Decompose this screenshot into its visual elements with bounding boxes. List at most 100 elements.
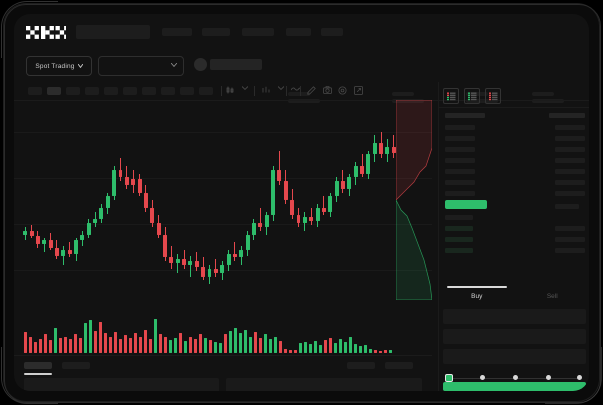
volume-bar [319,345,322,353]
candlestick-icon[interactable] [226,86,234,94]
candle-body [353,165,358,178]
place-buy-order-button[interactable] [443,382,586,391]
candle-body [328,196,333,212]
order-book-ask-row[interactable] [445,169,475,174]
action-cancel-all[interactable] [385,362,413,369]
order-book-ask-row-size[interactable] [555,136,585,141]
pencil-icon[interactable] [307,86,316,95]
volume-bar [204,337,207,353]
nav-item-assets[interactable] [321,28,343,36]
timeframe-button-4[interactable] [104,87,118,95]
timeframe-button-0[interactable] [28,87,42,95]
candle-body [86,223,91,235]
volume-bar [234,327,237,353]
order-book-ask-row[interactable] [445,147,475,152]
market-type-dropdown[interactable]: Spot Trading [26,56,92,76]
order-book-bid-row[interactable] [445,226,473,231]
depth-ask-area [396,100,432,201]
slider-step-75[interactable] [546,375,551,380]
volume-bar [114,332,117,353]
tab-order-history[interactable] [62,362,90,369]
orderbook-view-sell-icon[interactable] [485,88,501,104]
order-book-panel[interactable] [438,82,589,282]
search-input[interactable] [76,25,150,39]
volume-bar [139,336,142,353]
candle-wick [189,255,191,277]
order-book-ask-row-size[interactable] [555,180,585,185]
slider-handle[interactable] [445,374,453,382]
order-book-ask-row-size[interactable] [555,191,585,196]
candle-wick [43,238,45,252]
tab-open-orders[interactable] [24,362,52,369]
order-amount-field[interactable] [443,329,586,344]
timeframe-button-7[interactable] [161,87,175,95]
timeframe-button-5[interactable] [123,87,137,95]
order-book-bid-row[interactable] [445,248,473,253]
orderbook-view-buy-icon[interactable] [464,88,480,104]
order-book-ask-row-size[interactable] [555,158,585,163]
action-hide-other-pairs[interactable] [347,362,375,369]
order-book-ask-row[interactable] [445,158,475,163]
candle-body [334,181,339,197]
candle-wick [196,251,198,271]
order-book-bid-row-size[interactable] [555,226,585,231]
volume-bar [89,320,92,353]
order-book-ask-row-size[interactable] [555,147,585,152]
candle-body [258,223,263,227]
chevron-down-icon[interactable] [278,86,284,90]
nav-item-markets[interactable] [202,28,230,36]
slider-step-25[interactable] [480,375,485,380]
tab-buy[interactable]: Buy [471,292,483,300]
order-book-ask-row[interactable] [445,125,475,130]
timeframe-button-1[interactable] [47,87,61,95]
order-total-field[interactable] [443,349,586,364]
order-book-ask-row-size[interactable] [555,125,585,130]
okx-logo[interactable] [26,26,66,39]
fullscreen-icon[interactable] [354,86,363,95]
timeframe-button-8[interactable] [180,87,194,95]
volume-bar [94,331,97,353]
order-book-bid-row-size[interactable] [555,248,585,253]
nav-item-earn[interactable] [242,28,274,36]
volume-bar [344,342,347,353]
order-price-field[interactable] [443,309,586,324]
timeframe-button-9[interactable] [199,87,213,95]
order-book-column-header[interactable] [445,113,485,118]
camera-icon[interactable] [323,86,332,94]
volume-bar [169,339,172,353]
amount-percent-slider[interactable] [445,374,584,382]
chevron-down-icon[interactable] [242,86,248,90]
slider-step-50[interactable] [513,375,518,380]
timeframe-button-3[interactable] [85,87,99,95]
candle-body [290,200,295,216]
line-wave-icon[interactable] [291,86,301,92]
candle-body [309,217,314,222]
nav-item-trade[interactable] [162,28,192,36]
active-tab-underline [24,373,52,375]
volume-bar [84,323,87,353]
trading-pair-dropdown[interactable] [98,56,184,76]
volume-bar [314,340,317,353]
order-book-ask-row[interactable] [445,180,475,185]
order-book-ask-row[interactable] [445,136,475,141]
candle-body [67,249,72,254]
slider-step-100[interactable] [577,375,582,380]
candle-body [112,169,117,197]
order-book-ask-row-size[interactable] [555,169,585,174]
order-book-ask-row[interactable] [445,191,475,196]
order-book-spread[interactable] [555,204,579,209]
indicator-icon[interactable] [262,86,270,94]
nav-item-more[interactable] [286,28,311,36]
candle-body [156,223,161,235]
tab-sell[interactable]: Sell [546,292,558,300]
timeframe-button-6[interactable] [142,87,156,95]
price-chart-panel[interactable] [14,100,432,355]
order-book-column-header[interactable] [549,113,585,118]
order-book-bid-row[interactable] [445,215,473,220]
orderbook-view-both-icon[interactable] [443,88,459,104]
timeframe-button-2[interactable] [66,87,80,95]
trade-form-panel[interactable]: Buy Sell [438,282,589,391]
order-book-bid-row-size[interactable] [555,237,585,242]
settings-gear-icon[interactable] [338,86,347,95]
order-book-bid-row[interactable] [445,237,473,242]
